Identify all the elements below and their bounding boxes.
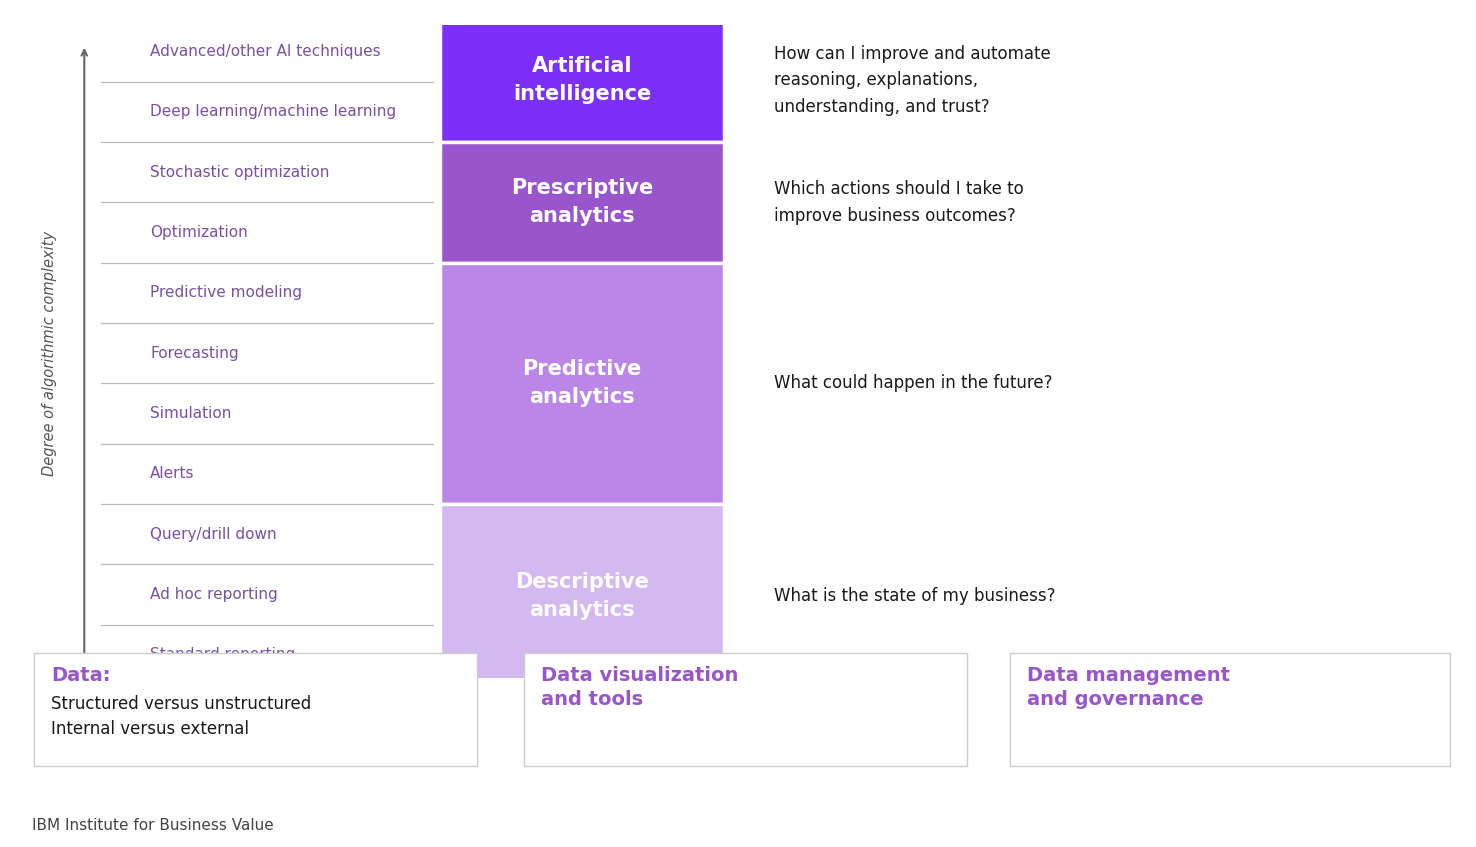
Text: Standard reporting: Standard reporting xyxy=(151,647,295,662)
Text: Forecasting: Forecasting xyxy=(151,346,239,361)
Text: Prescriptive
analytics: Prescriptive analytics xyxy=(511,179,654,226)
FancyBboxPatch shape xyxy=(524,653,967,766)
Text: Simulation: Simulation xyxy=(151,406,232,421)
Text: Advanced/other AI techniques: Advanced/other AI techniques xyxy=(151,44,381,59)
FancyBboxPatch shape xyxy=(440,19,723,142)
Text: Data visualization
and tools: Data visualization and tools xyxy=(542,666,739,709)
Text: Predictive
analytics: Predictive analytics xyxy=(523,359,642,407)
FancyBboxPatch shape xyxy=(1010,653,1449,766)
FancyBboxPatch shape xyxy=(34,653,477,766)
Text: How can I improve and automate
reasoning, explanations,
understanding, and trust: How can I improve and automate reasoning… xyxy=(775,45,1051,115)
Text: Data management
and governance: Data management and governance xyxy=(1027,666,1230,709)
Text: Structured versus unstructured
Internal versus external: Structured versus unstructured Internal … xyxy=(52,695,311,738)
Text: Which actions should I take to
improve business outcomes?: Which actions should I take to improve b… xyxy=(775,180,1024,224)
Text: Optimization: Optimization xyxy=(151,225,248,240)
FancyBboxPatch shape xyxy=(440,263,723,504)
Text: What could happen in the future?: What could happen in the future? xyxy=(775,374,1052,392)
Text: Descriptive
analytics: Descriptive analytics xyxy=(515,572,649,620)
Text: What is the state of my business?: What is the state of my business? xyxy=(775,587,1055,605)
FancyBboxPatch shape xyxy=(440,504,723,688)
Text: Stochastic optimization: Stochastic optimization xyxy=(151,164,329,180)
Text: Ad hoc reporting: Ad hoc reporting xyxy=(151,587,277,602)
Text: Alerts: Alerts xyxy=(151,467,195,481)
Text: Predictive modeling: Predictive modeling xyxy=(151,285,303,301)
FancyBboxPatch shape xyxy=(440,142,723,263)
Text: Deep learning/machine learning: Deep learning/machine learning xyxy=(151,104,397,119)
Text: Query/drill down: Query/drill down xyxy=(151,527,277,541)
Text: Data:: Data: xyxy=(52,666,111,685)
Text: IBM Institute for Business Value: IBM Institute for Business Value xyxy=(32,818,275,833)
Text: Degree of algorithmic complexity: Degree of algorithmic complexity xyxy=(41,230,56,476)
Text: Artificial
intelligence: Artificial intelligence xyxy=(514,56,651,104)
